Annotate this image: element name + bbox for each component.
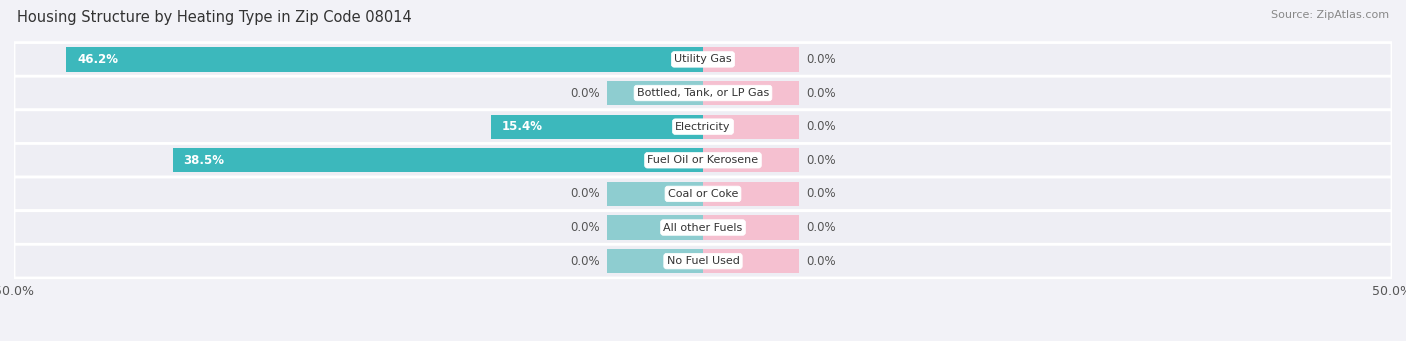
Bar (606, 81, 703, 105)
FancyBboxPatch shape (14, 211, 1392, 244)
Text: Source: ZipAtlas.com: Source: ZipAtlas.com (1271, 10, 1389, 20)
Text: Housing Structure by Heating Type in Zip Code 08014: Housing Structure by Heating Type in Zip… (17, 10, 412, 25)
FancyBboxPatch shape (14, 76, 1392, 110)
Text: 0.0%: 0.0% (569, 221, 599, 234)
Bar (606, 249, 703, 273)
Bar (703, 182, 800, 206)
Text: Coal or Coke: Coal or Coke (668, 189, 738, 199)
Text: Fuel Oil or Kerosene: Fuel Oil or Kerosene (647, 155, 759, 165)
Bar (173, 148, 703, 172)
Text: Bottled, Tank, or LP Gas: Bottled, Tank, or LP Gas (637, 88, 769, 98)
Text: 0.0%: 0.0% (807, 120, 837, 133)
Text: 0.0%: 0.0% (807, 53, 837, 66)
Text: All other Fuels: All other Fuels (664, 223, 742, 233)
FancyBboxPatch shape (14, 43, 1392, 76)
Bar (703, 47, 800, 72)
Text: 46.2%: 46.2% (77, 53, 118, 66)
Bar (703, 148, 800, 172)
Text: 0.0%: 0.0% (569, 255, 599, 268)
Text: 0.0%: 0.0% (807, 188, 837, 201)
Bar (703, 115, 800, 139)
Text: Electricity: Electricity (675, 122, 731, 132)
Bar (606, 182, 703, 206)
FancyBboxPatch shape (14, 177, 1392, 211)
Text: 0.0%: 0.0% (807, 221, 837, 234)
Bar (703, 81, 800, 105)
Text: 15.4%: 15.4% (502, 120, 543, 133)
Text: 0.0%: 0.0% (569, 188, 599, 201)
Text: No Fuel Used: No Fuel Used (666, 256, 740, 266)
Bar (703, 216, 800, 240)
Text: 0.0%: 0.0% (569, 87, 599, 100)
Bar (703, 249, 800, 273)
Bar (606, 216, 703, 240)
Text: 0.0%: 0.0% (807, 154, 837, 167)
Text: 0.0%: 0.0% (807, 87, 837, 100)
FancyBboxPatch shape (14, 144, 1392, 177)
FancyBboxPatch shape (14, 110, 1392, 144)
Text: 0.0%: 0.0% (807, 255, 837, 268)
FancyBboxPatch shape (14, 244, 1392, 278)
Bar (66, 47, 703, 72)
Bar (491, 115, 703, 139)
Text: Utility Gas: Utility Gas (675, 55, 731, 64)
Text: 38.5%: 38.5% (184, 154, 225, 167)
